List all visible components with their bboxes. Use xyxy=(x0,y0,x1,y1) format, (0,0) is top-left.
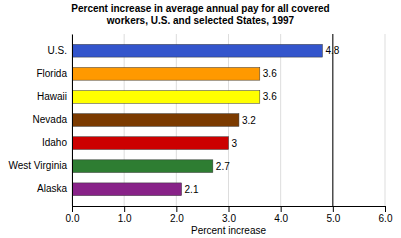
y-tick-label: Nevada xyxy=(33,114,68,125)
x-tick-mark xyxy=(333,206,334,212)
x-tick: 3.0 xyxy=(222,206,236,224)
x-tick: 1.0 xyxy=(118,206,132,224)
x-tick-mark xyxy=(229,206,230,212)
title: Percent increase in average annual pay f… xyxy=(71,3,329,26)
grid-line xyxy=(72,34,73,206)
data-label: 3.6 xyxy=(263,91,277,102)
data-label: 3.6 xyxy=(263,68,277,79)
x-tick-mark xyxy=(385,206,386,212)
bar xyxy=(72,160,213,173)
y-tick-label: Florida xyxy=(36,68,67,79)
bar xyxy=(72,91,260,104)
grid-line xyxy=(280,34,281,206)
y-tick: Hawaii xyxy=(37,91,67,102)
x-tick-label: 0.0 xyxy=(66,213,80,224)
y-tick: West Virginia xyxy=(8,160,67,171)
x-tick: 2.0 xyxy=(170,206,184,224)
y-axis: U.S. Florida Hawaii Nevada Idaho West Virgini… xyxy=(8,35,72,207)
x-axis-line xyxy=(73,207,386,213)
bar xyxy=(72,114,239,127)
data-label: 2.1 xyxy=(185,184,199,195)
x-tick-mark xyxy=(72,206,73,212)
plot: 0.0 1.0 2.0 3.0 4.0 5.0 6.0 U.S. Florida Hawaii Ne… xyxy=(8,34,392,224)
title-line: Percent increase in average annual pay f… xyxy=(71,3,329,14)
bars xyxy=(72,34,333,206)
x-tick-label: 3.0 xyxy=(222,213,236,224)
bar xyxy=(72,183,182,196)
bar xyxy=(72,67,260,80)
x-tick: 5.0 xyxy=(326,206,340,224)
x-tick-mark xyxy=(124,206,125,212)
data-label: 3.2 xyxy=(242,115,256,126)
y-tick: Alaska xyxy=(37,183,67,194)
title-line: workers, U.S. and selected States, 1997 xyxy=(106,15,295,26)
y-tick: Florida xyxy=(36,68,67,79)
x-tick-mark xyxy=(176,206,177,212)
x-axis-title: Percent increase xyxy=(191,225,266,236)
bar xyxy=(72,137,229,150)
x-tick-label: 6.0 xyxy=(379,213,393,224)
y-tick-label: Idaho xyxy=(42,137,67,148)
y-tick-label: Hawaii xyxy=(37,91,67,102)
grid xyxy=(72,34,385,206)
x-tick-label: 1.0 xyxy=(118,213,132,224)
y-tick: Idaho xyxy=(42,137,67,148)
x-tick-mark xyxy=(281,206,282,212)
y-tick-label: U.S. xyxy=(48,45,67,56)
x-tick-label: 5.0 xyxy=(326,213,340,224)
grid-line xyxy=(385,34,386,206)
x-tick: 6.0 xyxy=(379,206,393,224)
y-tick: U.S. xyxy=(48,45,67,56)
y-tick: Nevada xyxy=(33,114,68,125)
data-label: 2.7 xyxy=(216,161,230,172)
grid-line xyxy=(332,34,333,206)
data-labels: 2.1 2.7 3 3.2 3.6 3.6 4.8 xyxy=(185,45,340,195)
x-tick-label: 4.0 xyxy=(274,213,288,224)
y-tick-label: West Virginia xyxy=(8,160,67,171)
reference-line xyxy=(332,34,333,206)
x-axis: 0.0 1.0 2.0 3.0 4.0 5.0 6.0 xyxy=(66,206,393,224)
x-tick: 4.0 xyxy=(274,206,288,224)
y-tick-label: Alaska xyxy=(37,183,67,194)
data-label: 3 xyxy=(232,138,238,149)
x-tick: 0.0 xyxy=(66,206,80,224)
x-tick-label: 2.0 xyxy=(170,213,184,224)
bar xyxy=(72,44,322,57)
y-axis-line xyxy=(72,35,73,207)
chart: Percent increase in average annual pay f… xyxy=(0,0,401,238)
data-label: 4.8 xyxy=(325,45,339,56)
